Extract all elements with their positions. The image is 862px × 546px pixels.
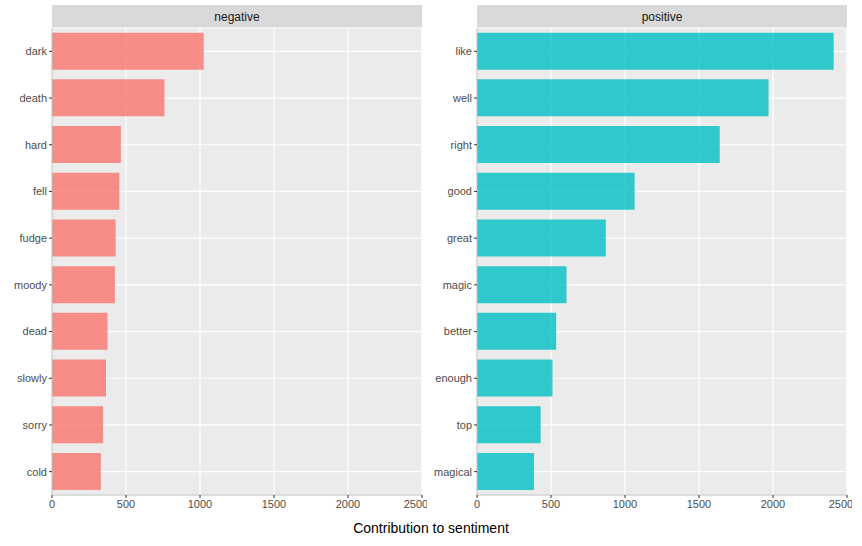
svg-text:0: 0 [49,498,55,510]
svg-text:like: like [455,45,472,57]
svg-text:better: better [444,325,472,337]
svg-text:500: 500 [542,498,560,510]
svg-text:top: top [457,419,472,431]
svg-text:magic: magic [443,279,473,291]
svg-text:1000: 1000 [188,498,212,510]
svg-text:fudge: fudge [19,232,47,244]
svg-text:magical: magical [434,466,472,478]
svg-text:good: good [448,185,472,197]
svg-text:cold: cold [27,466,47,478]
svg-text:sorry: sorry [23,419,48,431]
svg-text:2500: 2500 [404,498,427,510]
svg-text:fell: fell [33,185,47,197]
svg-text:enough: enough [435,372,472,384]
svg-text:2000: 2000 [761,498,785,510]
html-text:negative: negative [214,9,260,24]
svg-text:1000: 1000 [613,498,637,510]
svg-text:500: 500 [117,498,135,510]
svg-text:slowly: slowly [17,372,47,384]
svg-text:2000: 2000 [336,498,360,510]
svg-text:death: death [19,92,47,104]
svg-text:moody: moody [14,279,48,291]
svg-text:well: well [452,92,472,104]
svg-text:dark: dark [26,45,48,57]
svg-text:1500: 1500 [262,498,286,510]
html-text:positive: positive [641,9,683,24]
svg-text:great: great [447,232,472,244]
svg-text:right: right [451,139,472,151]
svg-text:0: 0 [474,498,480,510]
html-text:Contribution to sentiment: Contribution to sentiment [353,520,509,536]
svg-text:dead: dead [23,325,47,337]
svg-text:1500: 1500 [687,498,711,510]
svg-text:2500: 2500 [829,498,852,510]
svg-text:hard: hard [25,139,47,151]
